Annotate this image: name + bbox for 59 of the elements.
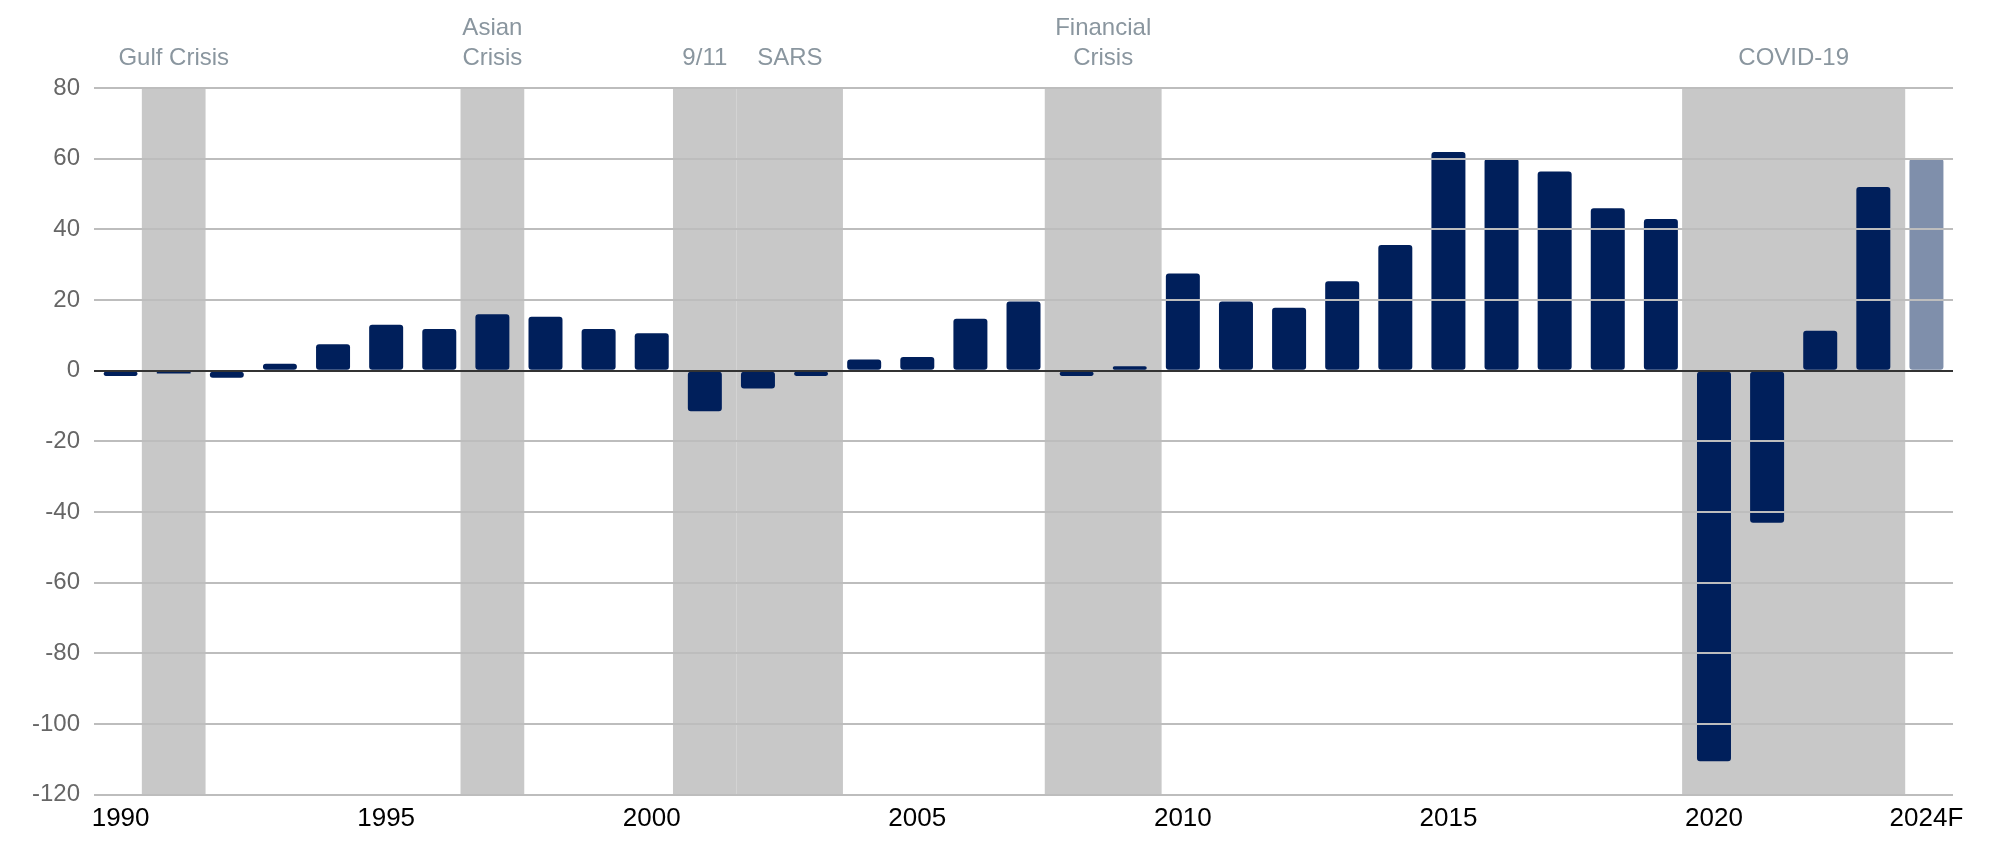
y-tick-label: 80 (53, 72, 81, 100)
x-tick-label: 2024F (1889, 801, 1964, 832)
bar (1431, 151, 1466, 370)
bar (1006, 301, 1041, 370)
x-tick-label: 2015 (1419, 801, 1478, 832)
y-tick-label: -60 (45, 567, 81, 595)
y-tick-label: -120 (31, 779, 81, 807)
bar (209, 371, 244, 378)
bar (475, 314, 510, 370)
bar (1803, 330, 1838, 370)
bar (1750, 371, 1785, 523)
bar (1856, 186, 1891, 370)
bar (1484, 158, 1519, 370)
bar (794, 371, 829, 377)
x-tick-label: 2000 (622, 801, 681, 832)
bar (687, 371, 722, 412)
bar (740, 371, 775, 389)
bar (1112, 366, 1147, 370)
bar (1165, 273, 1200, 370)
bar (1272, 307, 1307, 370)
bar (262, 363, 297, 370)
x-tick-label: 2005 (888, 801, 947, 832)
y-tick-label: 0 (66, 355, 81, 383)
x-tick-label: 1990 (91, 801, 150, 832)
bar (1590, 208, 1625, 370)
y-tick-label: -20 (45, 426, 81, 454)
y-tick-label: -80 (45, 638, 81, 666)
bar (1909, 158, 1944, 370)
bar (103, 371, 138, 377)
x-tick-label: 2020 (1685, 801, 1743, 832)
bar (316, 344, 351, 370)
bar (581, 329, 616, 370)
bar (900, 356, 935, 370)
bar (422, 329, 457, 370)
bar (369, 324, 404, 370)
band-label: SARS (757, 42, 823, 70)
y-tick-label: 60 (53, 143, 81, 171)
bar (1537, 171, 1572, 370)
bar (528, 316, 563, 370)
bar (1696, 371, 1731, 762)
band-label: 9/11 (682, 42, 728, 70)
x-tick-label: 1995 (357, 801, 416, 832)
bar (634, 333, 669, 370)
band-label: Asian Crisis (462, 12, 523, 70)
bar (847, 359, 882, 370)
bar (1325, 281, 1360, 370)
bar (1378, 244, 1413, 370)
bar (1059, 371, 1094, 377)
band-label: COVID-19 (1738, 42, 1850, 70)
bar (953, 318, 988, 370)
bar (1643, 219, 1678, 370)
y-tick-label: 20 (53, 284, 81, 312)
band-label: Gulf Crisis (118, 42, 230, 70)
y-tick-label: -100 (31, 708, 81, 736)
band-label: Financial Crisis (1055, 12, 1152, 70)
y-tick-label: 40 (53, 213, 81, 241)
bar (1218, 301, 1253, 370)
x-tick-label: 2010 (1153, 801, 1212, 832)
y-tick-label: -40 (45, 496, 81, 524)
